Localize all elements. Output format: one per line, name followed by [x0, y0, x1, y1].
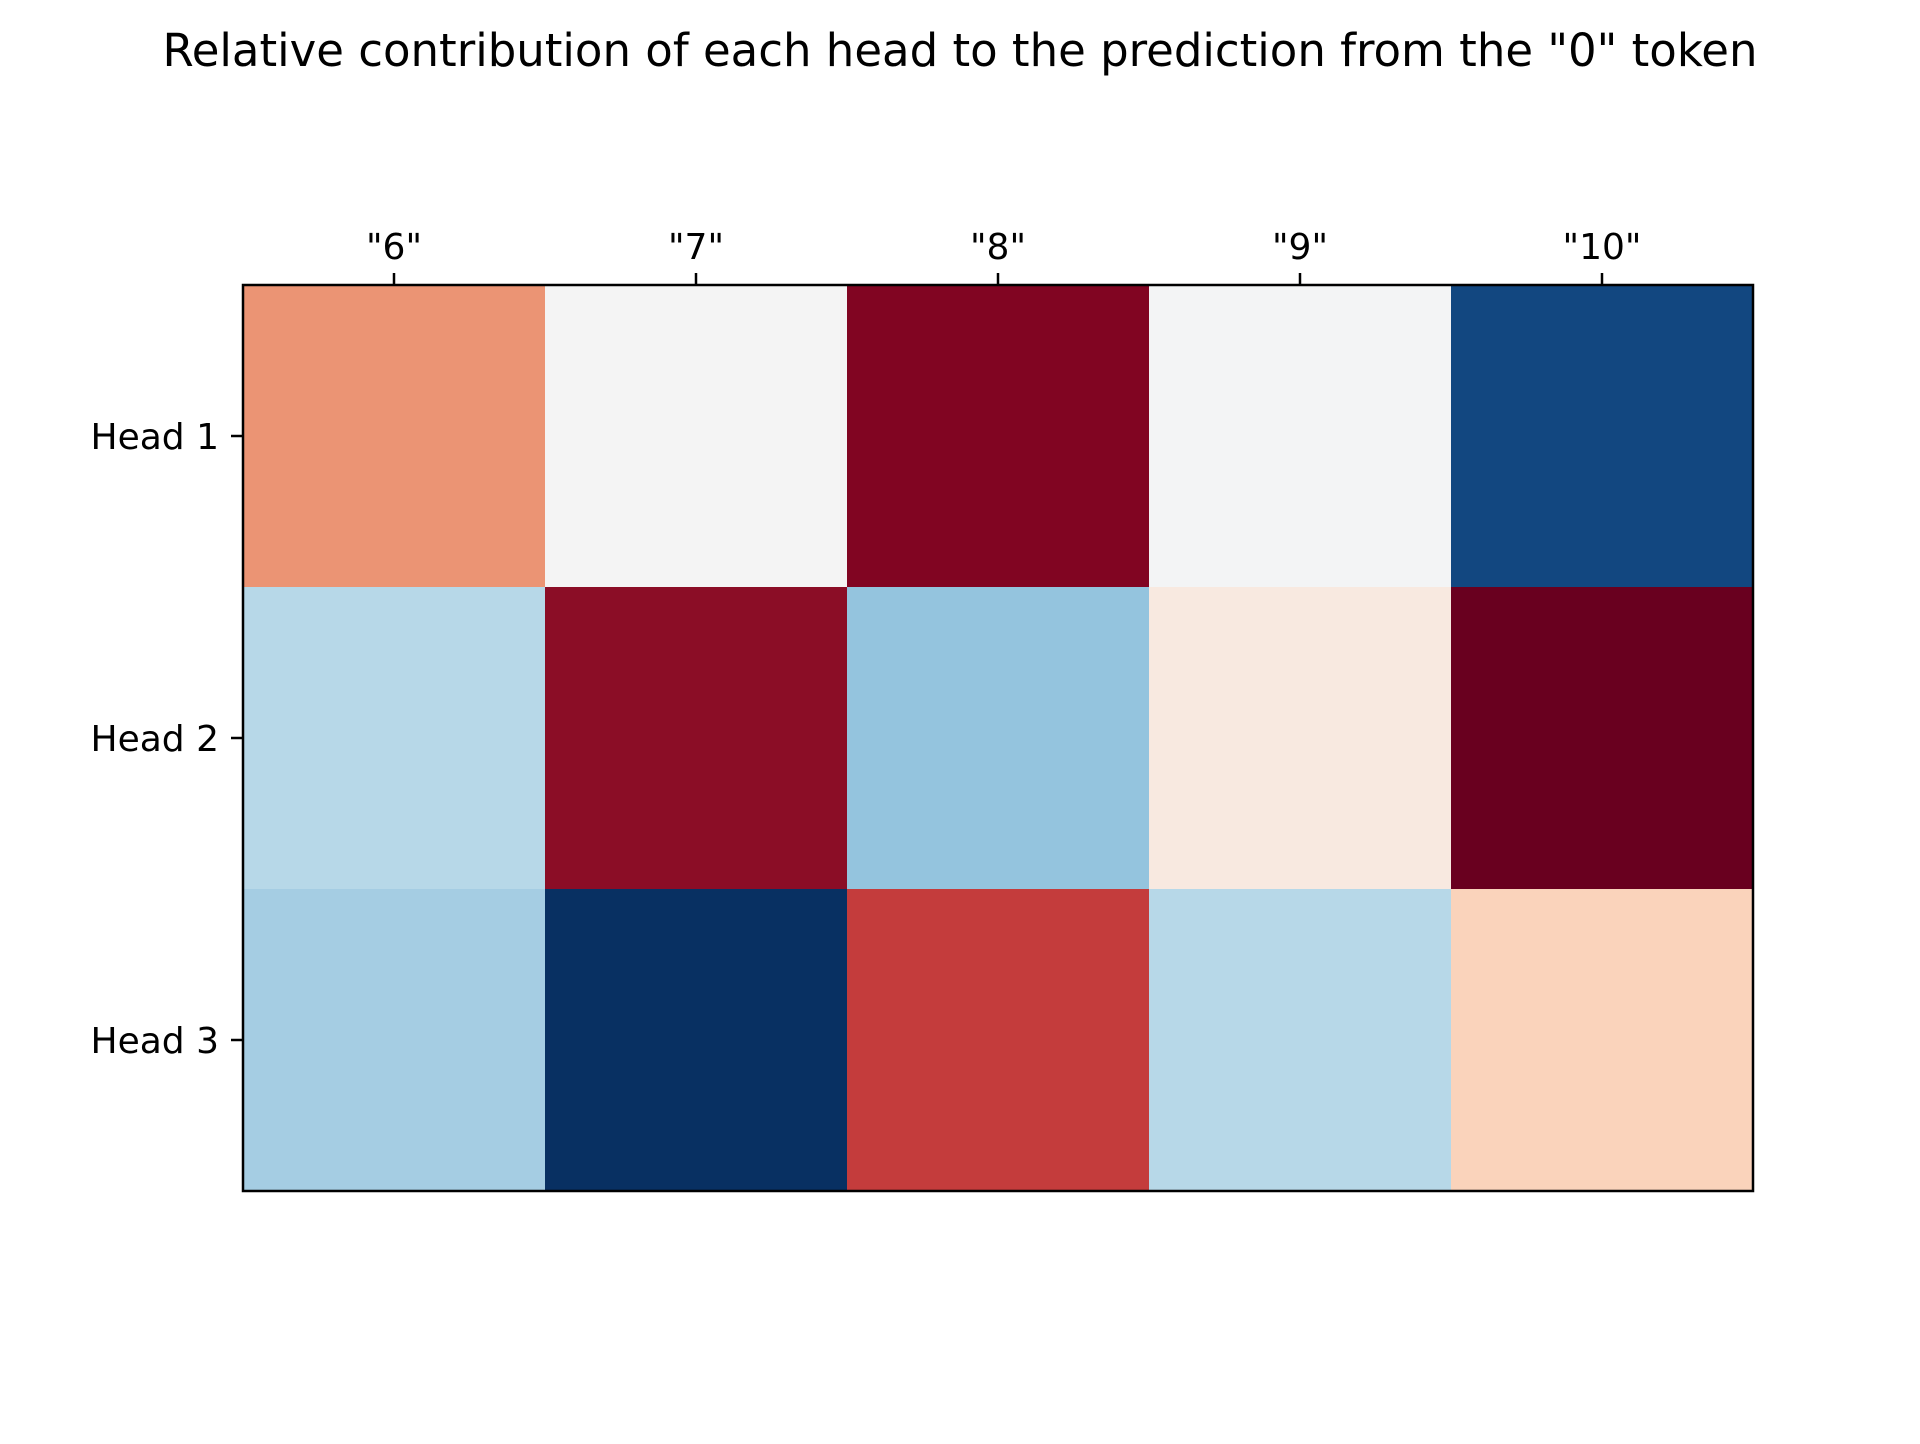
x-tick-label: "6": [366, 227, 422, 268]
x-tick-label: "7": [668, 227, 724, 268]
heatmap-cell-r2-c2: [545, 587, 848, 890]
y-tick-label: Head 2: [91, 719, 219, 760]
heatmap-cell-r1-c5: [1451, 285, 1754, 588]
y-tick-label: Head 3: [91, 1021, 219, 1062]
heatmap-cell-r1-c2: [545, 285, 848, 588]
heatmap-cell-r2-c1: [243, 587, 546, 890]
axis-ticks: "6" "7" "8" "9" "10" Head 1 Head 2 Head 3: [91, 227, 1642, 1062]
x-tick-label: "10": [1563, 227, 1642, 268]
heatmap-cell-r2-c5: [1451, 587, 1754, 890]
heatmap-cell-r3-c5: [1451, 889, 1754, 1192]
x-tick-label: "9": [1272, 227, 1328, 268]
heatmap-cell-r3-c3: [847, 889, 1150, 1192]
heatmap-cell-r1-c4: [1149, 285, 1452, 588]
heatmap-cell-r1-c3: [847, 285, 1150, 588]
heatmap-cells: [243, 285, 1754, 1192]
heatmap-cell-r3-c2: [545, 889, 848, 1192]
heatmap-cell-r2-c4: [1149, 587, 1452, 890]
y-tick-label: Head 1: [91, 417, 219, 458]
plot-frame: [241, 283, 1755, 1193]
heatmap-cell-r3-c4: [1149, 889, 1452, 1192]
heatmap-cell-r1-c1: [243, 285, 546, 588]
heatmap-cell-r2-c3: [847, 587, 1150, 890]
x-tick-label: "8": [970, 227, 1026, 268]
heatmap-cell-r3-c1: [243, 889, 546, 1192]
chart-title: Relative contribution of each head to th…: [162, 24, 1757, 77]
